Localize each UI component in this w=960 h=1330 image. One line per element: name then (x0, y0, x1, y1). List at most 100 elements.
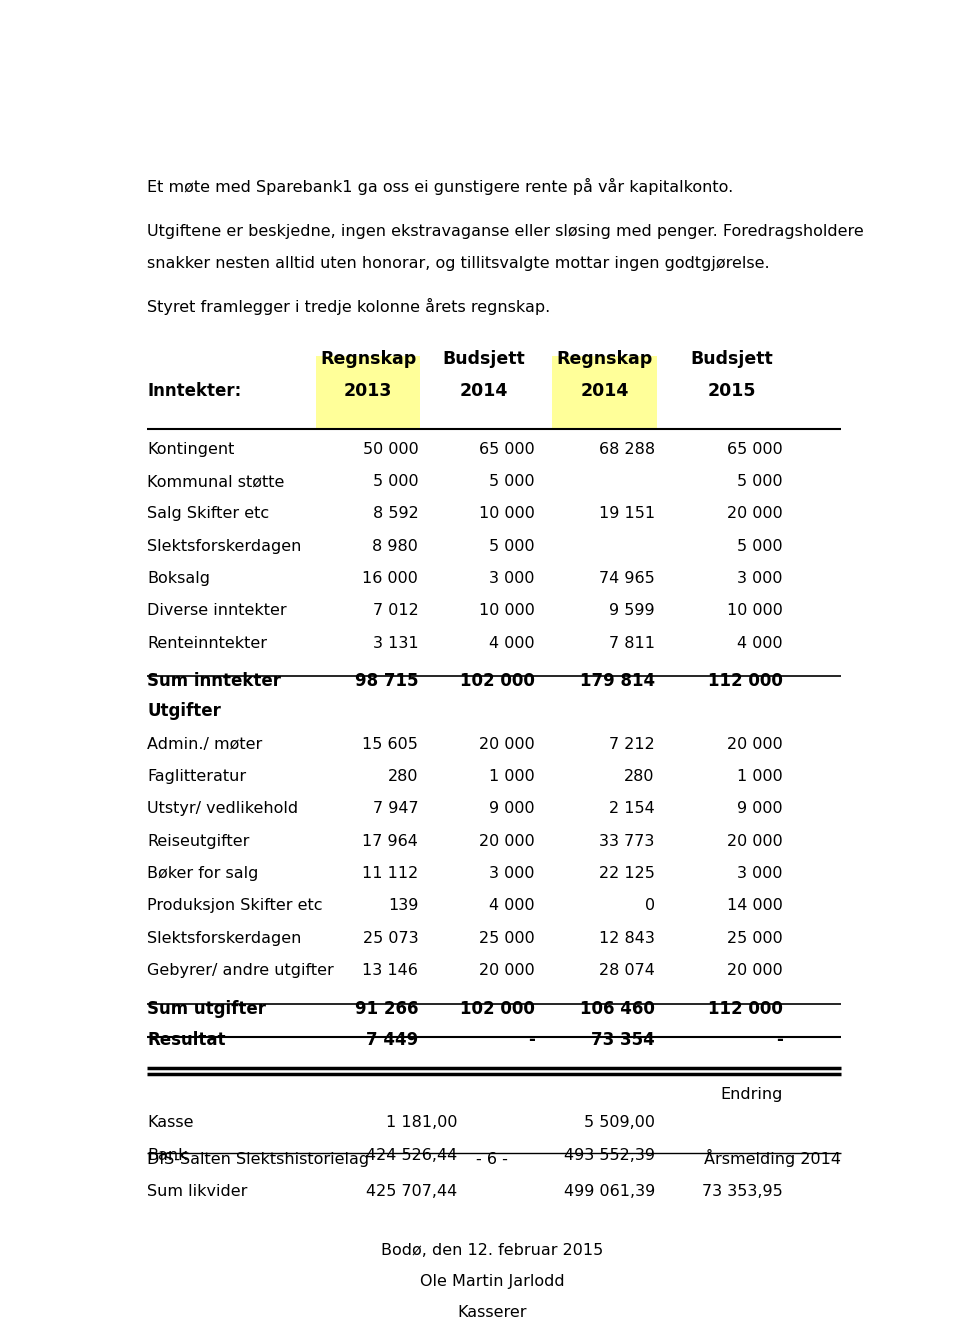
Text: 98 715: 98 715 (355, 672, 419, 690)
Text: 14 000: 14 000 (727, 898, 782, 914)
Text: 25 000: 25 000 (727, 931, 782, 946)
Text: 15 605: 15 605 (363, 737, 419, 751)
Text: Bank: Bank (147, 1148, 187, 1162)
Text: Bodø, den 12. februar 2015: Bodø, den 12. februar 2015 (381, 1244, 603, 1258)
Text: 5 000: 5 000 (372, 473, 419, 489)
Text: 7 212: 7 212 (609, 737, 655, 751)
Text: 17 964: 17 964 (363, 834, 419, 849)
Text: 112 000: 112 000 (708, 1000, 782, 1017)
Text: Utgiftene er beskjedne, ingen ekstravaganse eller sløsing med penger. Foredragsh: Utgiftene er beskjedne, ingen ekstravaga… (147, 223, 864, 239)
Text: Kasse: Kasse (147, 1116, 194, 1130)
Text: 2 154: 2 154 (609, 802, 655, 817)
Text: 4 000: 4 000 (489, 636, 535, 650)
Text: Årsmelding 2014: Årsmelding 2014 (704, 1149, 841, 1168)
Text: 179 814: 179 814 (580, 672, 655, 690)
Text: Produksjon Skifter etc: Produksjon Skifter etc (147, 898, 323, 914)
Text: 19 151: 19 151 (599, 507, 655, 521)
Text: 102 000: 102 000 (460, 672, 535, 690)
Text: 1 000: 1 000 (489, 769, 535, 783)
Text: 7 947: 7 947 (372, 802, 419, 817)
Text: 10 000: 10 000 (479, 604, 535, 618)
Text: Boksalg: Boksalg (147, 571, 210, 587)
Text: Ole Martin Jarlodd: Ole Martin Jarlodd (420, 1274, 564, 1289)
Text: 5 000: 5 000 (489, 473, 535, 489)
Text: Et møte med Sparebank1 ga oss ei gunstigere rente på vår kapitalkonto.: Et møte med Sparebank1 ga oss ei gunstig… (147, 178, 733, 196)
Text: 2014: 2014 (460, 382, 509, 400)
Bar (552, 356, 657, 430)
Text: 20 000: 20 000 (727, 963, 782, 978)
Text: DIS-Salten Slektshistorielag: DIS-Salten Slektshistorielag (147, 1153, 370, 1168)
Text: Budsjett: Budsjett (691, 350, 774, 367)
Text: -: - (528, 1031, 535, 1049)
Text: - 6 -: - 6 - (476, 1153, 508, 1168)
Text: 10 000: 10 000 (479, 507, 535, 521)
Text: 20 000: 20 000 (479, 963, 535, 978)
Text: -: - (776, 1031, 782, 1049)
Text: 65 000: 65 000 (727, 442, 782, 456)
Text: 7 811: 7 811 (609, 636, 655, 650)
Text: 7 012: 7 012 (372, 604, 419, 618)
Text: Faglitteratur: Faglitteratur (147, 769, 247, 783)
Text: Kommunal støtte: Kommunal støtte (147, 473, 284, 489)
Text: Kontingent: Kontingent (147, 442, 234, 456)
Bar (316, 356, 420, 430)
Text: 2013: 2013 (344, 382, 393, 400)
Text: Salg Skifter etc: Salg Skifter etc (147, 507, 269, 521)
Text: 65 000: 65 000 (479, 442, 535, 456)
Text: 3 131: 3 131 (372, 636, 419, 650)
Text: snakker nesten alltid uten honorar, og tillitsvalgte mottar ingen godtgjørelse.: snakker nesten alltid uten honorar, og t… (147, 257, 770, 271)
Text: 493 552,39: 493 552,39 (564, 1148, 655, 1162)
Text: 499 061,39: 499 061,39 (564, 1184, 655, 1200)
Text: Inntekter:: Inntekter: (147, 382, 241, 400)
Text: 20 000: 20 000 (727, 737, 782, 751)
Text: Budsjett: Budsjett (443, 350, 526, 367)
Text: 73 353,95: 73 353,95 (702, 1184, 782, 1200)
Text: 33 773: 33 773 (599, 834, 655, 849)
Text: 4 000: 4 000 (489, 898, 535, 914)
Text: 28 074: 28 074 (599, 963, 655, 978)
Text: Sum utgifter: Sum utgifter (147, 1000, 266, 1017)
Text: 8 980: 8 980 (372, 539, 419, 553)
Text: 102 000: 102 000 (460, 1000, 535, 1017)
Text: Endring: Endring (720, 1087, 782, 1103)
Text: Regnskap: Regnskap (556, 350, 653, 367)
Text: Sum likvider: Sum likvider (147, 1184, 248, 1200)
Text: 73 354: 73 354 (591, 1031, 655, 1049)
Text: 4 000: 4 000 (737, 636, 782, 650)
Text: Slektsforskerdagen: Slektsforskerdagen (147, 931, 301, 946)
Text: 13 146: 13 146 (363, 963, 419, 978)
Text: 2015: 2015 (708, 382, 756, 400)
Text: 425 707,44: 425 707,44 (366, 1184, 457, 1200)
Text: Regnskap: Regnskap (320, 350, 416, 367)
Text: 5 000: 5 000 (737, 539, 782, 553)
Text: 139: 139 (388, 898, 419, 914)
Text: Slektsforskerdagen: Slektsforskerdagen (147, 539, 301, 553)
Text: 2014: 2014 (580, 382, 629, 400)
Text: 7 449: 7 449 (366, 1031, 419, 1049)
Text: 112 000: 112 000 (708, 672, 782, 690)
Text: 424 526,44: 424 526,44 (366, 1148, 457, 1162)
Text: 20 000: 20 000 (479, 834, 535, 849)
Text: 9 000: 9 000 (737, 802, 782, 817)
Text: 91 266: 91 266 (355, 1000, 419, 1017)
Text: Kasserer: Kasserer (457, 1305, 527, 1319)
Text: Admin./ møter: Admin./ møter (147, 737, 262, 751)
Text: 106 460: 106 460 (580, 1000, 655, 1017)
Text: 5 000: 5 000 (737, 473, 782, 489)
Text: 20 000: 20 000 (727, 834, 782, 849)
Text: 280: 280 (388, 769, 419, 783)
Text: 50 000: 50 000 (363, 442, 419, 456)
Text: 5 000: 5 000 (489, 539, 535, 553)
Text: 280: 280 (624, 769, 655, 783)
Text: 25 000: 25 000 (479, 931, 535, 946)
Text: 1 181,00: 1 181,00 (386, 1116, 457, 1130)
Text: 9 000: 9 000 (489, 802, 535, 817)
Text: 12 843: 12 843 (599, 931, 655, 946)
Text: 20 000: 20 000 (727, 507, 782, 521)
Text: Sum inntekter: Sum inntekter (147, 672, 281, 690)
Text: Reiseutgifter: Reiseutgifter (147, 834, 250, 849)
Text: 3 000: 3 000 (737, 866, 782, 880)
Text: 22 125: 22 125 (599, 866, 655, 880)
Text: 10 000: 10 000 (727, 604, 782, 618)
Text: 68 288: 68 288 (599, 442, 655, 456)
